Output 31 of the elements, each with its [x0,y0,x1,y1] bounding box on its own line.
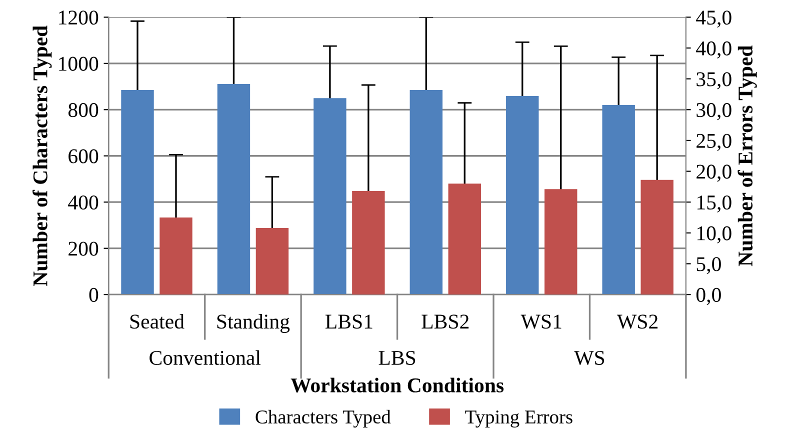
legend-label: Characters Typed [256,410,391,428]
x-axis-title: Workstation Conditions [290,378,504,393]
y2-tick-label: 5,0 [696,257,721,274]
y2-tick-label: 0,0 [696,288,721,305]
y-tick-label: 1000 [59,56,98,71]
y-tick-label: 200 [68,242,98,256]
y-axis-title: Number of Characters Typed [32,26,52,286]
x-tick-label: LBS2 [422,314,469,329]
text: WS [574,350,604,366]
y2-tick-label: 25,0 [696,134,732,151]
x-tick-label: LBS1 [325,314,372,329]
y2-tick-label: 10,0 [698,226,732,244]
y2-tick-label: 40,0 [696,41,732,58]
y2-tick-label: 30,0 [696,103,732,120]
y-tick-label: 1200 [59,10,98,25]
y-tick-label: 400 [68,195,98,210]
x-tick-label: WS2 [617,314,658,329]
text: LBS [378,350,416,365]
x-tick-label: WS1 [520,314,562,329]
y2-tick-label: 35,0 [696,72,732,90]
x-tick-label: Standing [217,314,290,333]
x-tick-label: Seated [130,314,184,329]
y-tick-label: 600 [68,149,98,164]
y2-axis-title: Number of Errors Typed [738,45,757,266]
legend-label: Typing Errors [465,410,572,428]
text: Conventional [150,350,261,365]
y2-tick-label: 15,0 [698,195,732,213]
y-tick-label: 0 [89,288,98,302]
y2-tick-label: 20,0 [696,164,732,182]
y2-tick-label: 45,0 [696,10,732,28]
y-tick-label: 800 [68,103,98,118]
